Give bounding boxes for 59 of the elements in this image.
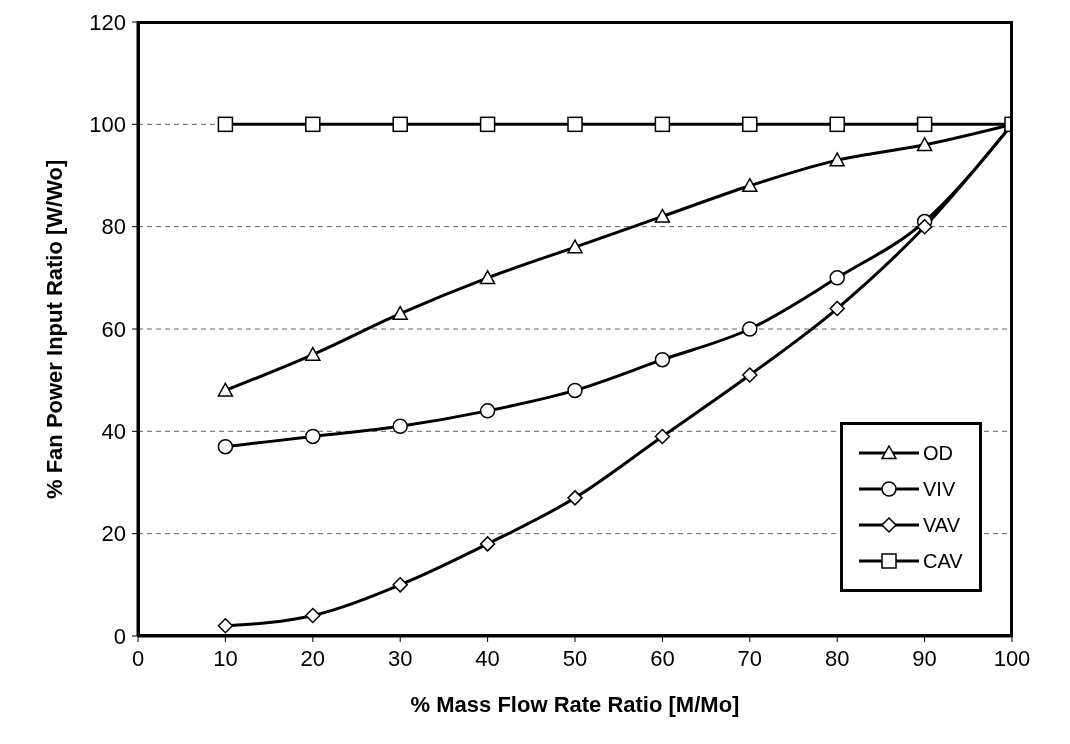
point [305,346,321,361]
x-tick-label: 30 [387,645,413,671]
point [829,152,845,167]
point [567,116,583,133]
point [479,536,496,552]
y-tick-label: 80 [101,214,126,240]
x-tick-label: 50 [562,645,588,671]
x-axis-title: % Mass Flow Rate Ratio [M/Mo] [410,692,740,717]
y-axis-title: % Fan Power Input Ratio [W/Wo] [41,159,67,499]
point [742,321,758,337]
point [479,270,496,285]
y-tick-label: 120 [89,9,126,35]
point [567,382,583,399]
x-tick-label: 60 [650,645,675,671]
y-tick-label: 60 [101,316,126,342]
point [305,116,321,133]
x-tick-label: 100 [993,645,1031,671]
x-tick-label: 70 [737,645,763,671]
point [742,367,758,383]
point [305,607,321,624]
x-tick-label: 90 [912,645,937,671]
y-tick-label: 20 [101,521,126,547]
y-tick-label: 40 [101,419,126,445]
y-tick-label: 0 [113,623,126,649]
point [217,618,234,634]
point [829,270,845,286]
point [654,351,671,368]
point [392,305,408,320]
point [742,177,758,193]
point [829,116,845,133]
point [742,116,758,133]
point [479,116,496,133]
x-tick-label: 40 [475,645,500,671]
x-tick-label: 80 [824,645,850,671]
point [567,490,583,506]
point [916,116,933,133]
legend-label: VIV [923,477,956,501]
x-tick-label: 10 [213,645,238,671]
point [654,208,671,223]
y-tick-label: 100 [89,112,126,138]
point [217,116,234,133]
point [829,300,845,317]
point [916,218,933,235]
point [217,382,234,397]
legend-label: VAV [923,513,961,537]
x-tick-label: 20 [300,645,326,671]
point [392,116,408,133]
point [567,239,583,254]
point [392,577,408,593]
point [654,116,671,133]
point [217,438,234,455]
legend-label: OD [923,441,953,465]
point [916,137,933,152]
legend-label: CAV [923,549,963,573]
point [305,428,321,445]
point [479,403,496,419]
point [392,418,408,434]
point [654,428,671,445]
x-tick-label: 0 [131,645,145,671]
